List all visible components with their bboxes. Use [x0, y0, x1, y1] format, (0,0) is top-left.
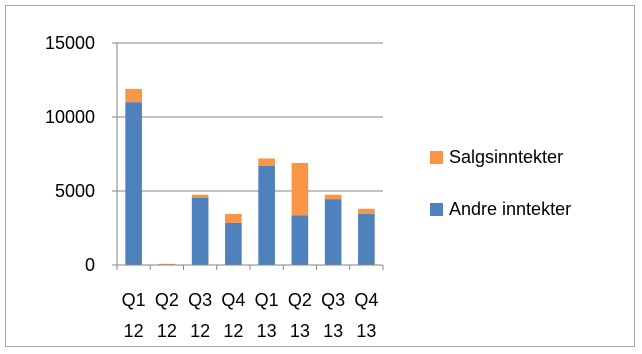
x-tick-label: 12: [190, 321, 210, 341]
bar-salgsinntekter: [191, 194, 209, 198]
x-tick-label: 13: [257, 321, 277, 341]
bar-andre-inntekter: [125, 102, 142, 265]
x-tick-label: Q4: [221, 290, 245, 310]
legend-swatch: [430, 151, 443, 164]
bar-salgsinntekter: [358, 208, 375, 214]
legend-label: Andre inntekter: [449, 199, 571, 219]
bar-andre-inntekter: [225, 222, 242, 265]
bar-salgsinntekter: [158, 263, 176, 265]
bar-salgsinntekter: [291, 162, 309, 216]
x-tick-label: Q3: [188, 290, 212, 310]
x-tick-label: 12: [223, 321, 243, 341]
y-tick-label: 15000: [45, 33, 95, 53]
bar-salgsinntekter: [225, 213, 242, 223]
bar-andre-inntekter: [291, 215, 309, 265]
x-tick-label: 13: [290, 321, 310, 341]
x-tick-label: 13: [356, 321, 376, 341]
x-tick-label: Q1: [122, 290, 146, 310]
bar-andre-inntekter: [191, 197, 209, 265]
x-tick-label: 12: [124, 321, 144, 341]
legend-swatch: [430, 203, 443, 216]
chart-frame: [5, 5, 635, 347]
bar-andre-inntekter: [258, 165, 275, 265]
x-tick-label: 13: [323, 321, 343, 341]
bar-salgsinntekter: [125, 88, 142, 103]
y-tick-label: 10000: [45, 107, 95, 127]
bar-salgsinntekter: [324, 194, 342, 200]
x-tick-label: Q4: [354, 290, 378, 310]
x-tick-label: 12: [157, 321, 177, 341]
x-tick-label: Q3: [321, 290, 345, 310]
x-tick-label: Q1: [255, 290, 279, 310]
bar-salgsinntekter: [258, 158, 275, 166]
y-tick-label: 0: [85, 255, 95, 275]
x-tick-label: Q2: [155, 290, 179, 310]
bar-andre-inntekter: [324, 199, 342, 265]
bar-andre-inntekter: [358, 213, 375, 265]
x-tick-label: Q2: [288, 290, 312, 310]
y-tick-label: 5000: [55, 181, 95, 201]
legend-label: Salgsinntekter: [449, 147, 563, 167]
